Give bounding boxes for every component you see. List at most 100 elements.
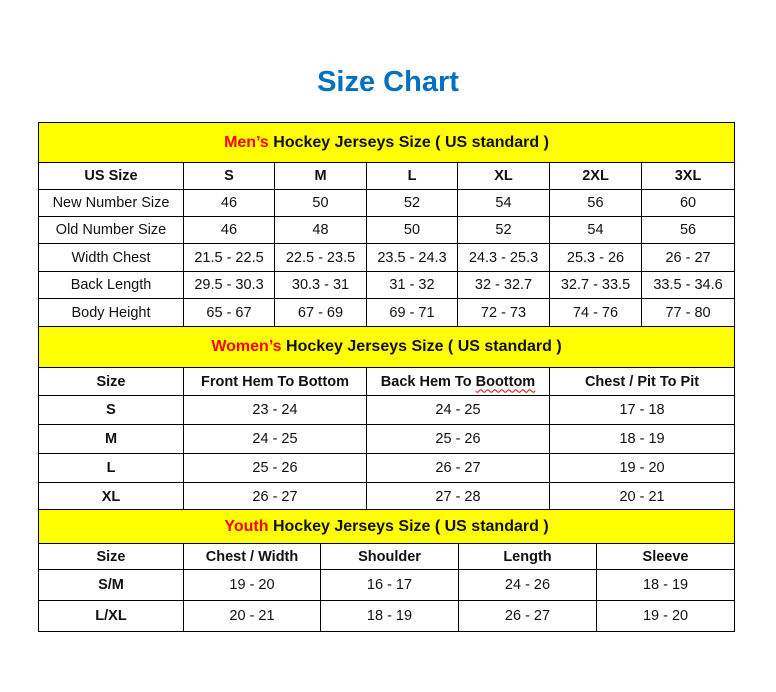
table-row: S 23 - 24 24 - 25 17 - 18 xyxy=(38,395,736,425)
column-header-cell: 3XL xyxy=(640,162,736,190)
column-header: US Size xyxy=(84,168,138,184)
column-header: XL xyxy=(494,168,513,184)
column-header: Shoulder xyxy=(358,548,421,565)
size-value: 24.3 - 25.3 xyxy=(457,243,550,272)
size-value: 67 - 69 xyxy=(274,298,367,327)
column-header: Size xyxy=(96,548,126,565)
column-header-cell: M xyxy=(274,162,367,190)
column-header: Length xyxy=(503,548,552,565)
size-value: 18 - 19 xyxy=(320,600,459,632)
size-value: 26 - 27 xyxy=(640,243,736,272)
section-header-text: Hockey Jerseys Size ( US standard ) xyxy=(281,338,562,355)
size-value: 27 - 28 xyxy=(366,482,550,511)
womens-size-table: Women’s Hockey Jerseys Size ( US standar… xyxy=(37,326,736,511)
size-value: 24 - 25 xyxy=(183,424,367,454)
size-value: 32 - 32.7 xyxy=(457,271,550,299)
column-header: Size xyxy=(96,373,126,390)
spellcheck-underlined-word: Boottom xyxy=(475,373,536,390)
size-value: 17 - 18 xyxy=(548,395,736,425)
size-value: 50 xyxy=(274,189,367,217)
column-header-cell: Length xyxy=(458,543,597,570)
youth-header-row: Youth Hockey Jerseys Size ( US standard … xyxy=(37,509,736,544)
column-header: 3XL xyxy=(674,168,702,184)
column-header: Sleeve xyxy=(642,548,689,565)
size-value: 30.3 - 31 xyxy=(274,271,367,299)
section-header: Women’s Hockey Jerseys Size ( US standar… xyxy=(37,326,736,368)
section-header: Youth Hockey Jerseys Size ( US standard … xyxy=(37,509,736,544)
table-row: M 24 - 25 25 - 26 18 - 19 xyxy=(38,424,736,454)
size-value: 74 - 76 xyxy=(549,298,642,327)
size-value: 24 - 26 xyxy=(458,569,597,601)
table-row: Body Height 65 - 67 67 - 69 69 - 71 72 - 73 7… xyxy=(38,298,736,327)
column-header: Back Hem To Boottom xyxy=(380,373,536,390)
size-value: 54 xyxy=(549,216,642,244)
column-header-row: Size Front Hem To Bottom Back Hem To Boott… xyxy=(38,367,736,396)
column-header-row: US Size S M L XL 2XL 3XL xyxy=(38,162,736,190)
row-label: S/M xyxy=(38,569,184,601)
size-value: 25 - 26 xyxy=(366,424,550,454)
section-header-highlight: Men’s xyxy=(224,133,269,151)
column-header-cell: Chest / Width xyxy=(183,543,321,570)
section-header-highlight: Youth xyxy=(224,517,269,535)
size-value: 26 - 27 xyxy=(183,482,367,511)
column-header: Front Hem To Bottom xyxy=(201,373,349,390)
size-value: 18 - 19 xyxy=(548,424,736,454)
youth-size-table: Youth Hockey Jerseys Size ( US standard … xyxy=(37,509,736,632)
row-label: L xyxy=(38,453,184,483)
size-value: 52 xyxy=(366,189,458,217)
table-row: S/M 19 - 20 16 - 17 24 - 26 18 - 19 xyxy=(38,569,736,601)
size-value: 22.5 - 23.5 xyxy=(274,243,367,272)
size-value: 23.5 - 24.3 xyxy=(366,243,458,272)
size-value: 33.5 - 34.6 xyxy=(640,271,736,299)
table-row: L/XL 20 - 21 18 - 19 26 - 27 19 - 20 xyxy=(38,600,736,632)
size-value: 46 xyxy=(183,216,275,244)
size-value: 69 - 71 xyxy=(366,298,458,327)
size-value: 25.3 - 26 xyxy=(549,243,642,272)
column-header-cell: S xyxy=(183,162,275,190)
size-value: 23 - 24 xyxy=(183,395,367,425)
column-header-cell: Front Hem To Bottom xyxy=(183,367,367,396)
table-row: Back Length 29.5 - 30.3 30.3 - 31 31 - 32 32… xyxy=(38,271,736,299)
size-value: 20 - 21 xyxy=(548,482,736,511)
size-value: 26 - 27 xyxy=(458,600,597,632)
size-value: 19 - 20 xyxy=(183,569,321,601)
row-label: XL xyxy=(38,482,184,511)
size-value: 32.7 - 33.5 xyxy=(549,271,642,299)
size-value: 56 xyxy=(549,189,642,217)
size-value: 31 - 32 xyxy=(366,271,458,299)
womens-header-row: Women’s Hockey Jerseys Size ( US standar… xyxy=(37,326,736,368)
column-header: Chest / Width xyxy=(205,548,299,565)
row-label: M xyxy=(38,424,184,454)
column-header-cell: XL xyxy=(457,162,550,190)
size-value: 18 - 19 xyxy=(595,569,736,601)
mens-size-table: Men’s Hockey Jerseys Size ( US standard … xyxy=(37,122,736,327)
size-value: 21.5 - 22.5 xyxy=(183,243,275,272)
size-value: 20 - 21 xyxy=(183,600,321,632)
section-header-text: Hockey Jerseys Size ( US standard ) xyxy=(268,133,549,151)
section-header-highlight: Women’s xyxy=(211,338,282,355)
column-header-cell: 2XL xyxy=(549,162,642,190)
column-header-row: Size Chest / Width Shoulder Length Sleeve xyxy=(38,543,736,570)
column-header: 2XL xyxy=(582,168,609,184)
size-value: 54 xyxy=(457,189,550,217)
table-row: Width Chest 21.5 - 22.5 22.5 - 23.5 23.5 - … xyxy=(38,243,736,272)
column-header-cell: Back Hem To Boottom xyxy=(366,367,550,396)
section-header-text: Hockey Jerseys Size ( US standard ) xyxy=(268,517,549,535)
row-label: Back Length xyxy=(38,271,184,299)
row-label: Old Number Size xyxy=(38,216,184,244)
table-row: Old Number Size 46 48 50 52 54 56 xyxy=(38,216,736,244)
size-value: 26 - 27 xyxy=(366,453,550,483)
row-label: New Number Size xyxy=(38,189,184,217)
size-value: 24 - 25 xyxy=(366,395,550,425)
column-header-cell: Shoulder xyxy=(320,543,459,570)
table-row: L 25 - 26 26 - 27 19 - 20 xyxy=(38,453,736,483)
column-header: S xyxy=(224,168,234,184)
size-value: 65 - 67 xyxy=(183,298,275,327)
column-header: L xyxy=(407,168,417,184)
column-header-cell: L xyxy=(366,162,458,190)
size-value: 29.5 - 30.3 xyxy=(183,271,275,299)
size-value: 46 xyxy=(183,189,275,217)
size-value: 72 - 73 xyxy=(457,298,550,327)
size-value: 19 - 20 xyxy=(595,600,736,632)
column-header-cell: Sleeve xyxy=(595,543,736,570)
